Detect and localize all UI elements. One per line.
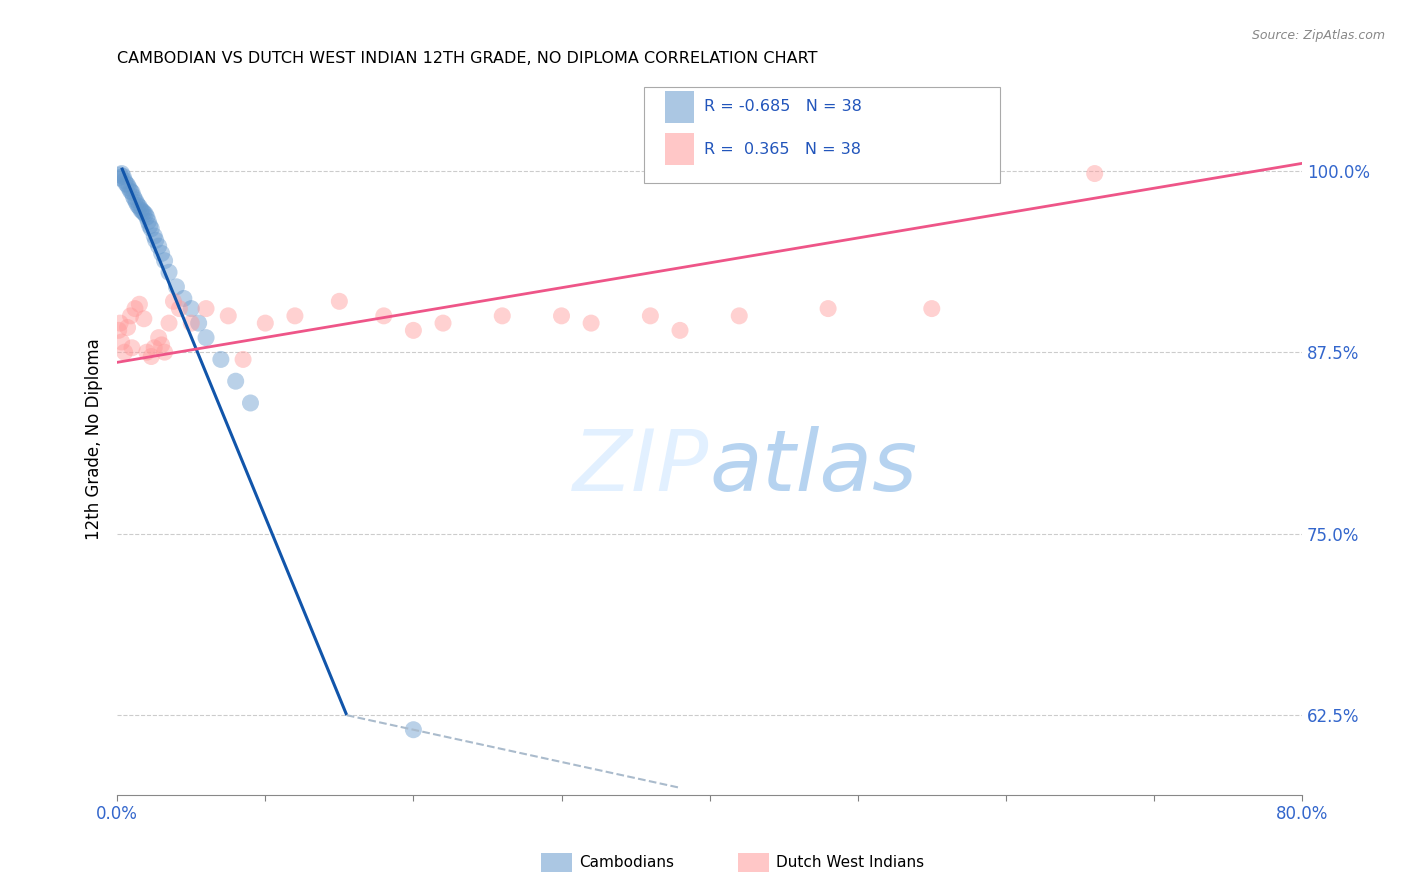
Point — [239, 396, 262, 410]
Point — [157, 316, 180, 330]
Point — [284, 309, 307, 323]
Point — [150, 246, 173, 260]
Point — [209, 352, 232, 367]
Point — [162, 294, 184, 309]
Point — [134, 207, 156, 221]
Point — [143, 229, 166, 244]
Point — [579, 316, 602, 330]
Point — [108, 168, 131, 182]
Point — [120, 309, 142, 323]
Point — [153, 253, 176, 268]
Text: ZIP: ZIP — [574, 426, 710, 509]
Point — [120, 184, 142, 198]
Point — [124, 301, 146, 316]
Point — [107, 170, 129, 185]
FancyBboxPatch shape — [644, 87, 1000, 183]
Point — [108, 316, 131, 330]
Point — [328, 294, 350, 309]
Point — [550, 309, 572, 323]
Point — [111, 334, 134, 349]
Point — [173, 292, 195, 306]
Point — [195, 301, 218, 316]
Point — [121, 341, 143, 355]
Point — [817, 301, 839, 316]
Point — [169, 301, 191, 316]
Point — [117, 178, 139, 193]
Text: Cambodians: Cambodians — [579, 855, 675, 870]
Point — [136, 214, 159, 228]
Text: R =  0.365   N = 38: R = 0.365 N = 38 — [703, 142, 860, 157]
Point — [114, 345, 136, 359]
Point — [157, 265, 180, 279]
Point — [402, 723, 425, 737]
Point — [165, 280, 187, 294]
Point — [1084, 167, 1107, 181]
Point — [180, 301, 202, 316]
Point — [432, 316, 454, 330]
Point — [111, 167, 134, 181]
Point — [107, 323, 129, 337]
Point — [128, 200, 150, 214]
Point — [141, 221, 163, 235]
Point — [115, 177, 138, 191]
Point — [180, 316, 202, 330]
Point — [148, 331, 170, 345]
Point — [124, 193, 146, 207]
Bar — [665, 133, 695, 165]
Point — [127, 198, 149, 212]
Y-axis label: 12th Grade, No Diploma: 12th Grade, No Diploma — [86, 338, 103, 541]
Text: R = -0.685   N = 38: R = -0.685 N = 38 — [703, 100, 862, 114]
Point — [143, 341, 166, 355]
Point — [402, 323, 425, 337]
Point — [640, 309, 662, 323]
Point — [141, 350, 163, 364]
Bar — [665, 91, 695, 122]
Point — [728, 309, 751, 323]
Point — [135, 210, 157, 224]
Point — [114, 174, 136, 188]
Point — [117, 320, 139, 334]
Point — [118, 181, 141, 195]
Point — [128, 297, 150, 311]
Text: Source: ZipAtlas.com: Source: ZipAtlas.com — [1251, 29, 1385, 42]
Point — [232, 352, 254, 367]
Text: atlas: atlas — [710, 426, 918, 509]
Point — [254, 316, 277, 330]
Point — [195, 331, 218, 345]
Point — [132, 206, 155, 220]
Point — [145, 233, 167, 247]
Point — [373, 309, 395, 323]
Point — [139, 219, 162, 233]
Point — [491, 309, 513, 323]
Point — [135, 345, 157, 359]
Point — [921, 301, 943, 316]
Text: Dutch West Indians: Dutch West Indians — [776, 855, 924, 870]
Point — [122, 190, 145, 204]
Point — [148, 239, 170, 253]
Point — [129, 202, 152, 217]
Point — [132, 311, 155, 326]
Point — [121, 186, 143, 200]
Title: CAMBODIAN VS DUTCH WEST INDIAN 12TH GRADE, NO DIPLOMA CORRELATION CHART: CAMBODIAN VS DUTCH WEST INDIAN 12TH GRAD… — [117, 51, 818, 66]
Point — [669, 323, 692, 337]
Point — [150, 338, 173, 352]
Point — [112, 169, 135, 184]
Point — [131, 204, 153, 219]
Point — [225, 374, 247, 388]
Point — [217, 309, 239, 323]
Point — [125, 195, 148, 210]
Point — [153, 345, 176, 359]
Point — [187, 316, 209, 330]
